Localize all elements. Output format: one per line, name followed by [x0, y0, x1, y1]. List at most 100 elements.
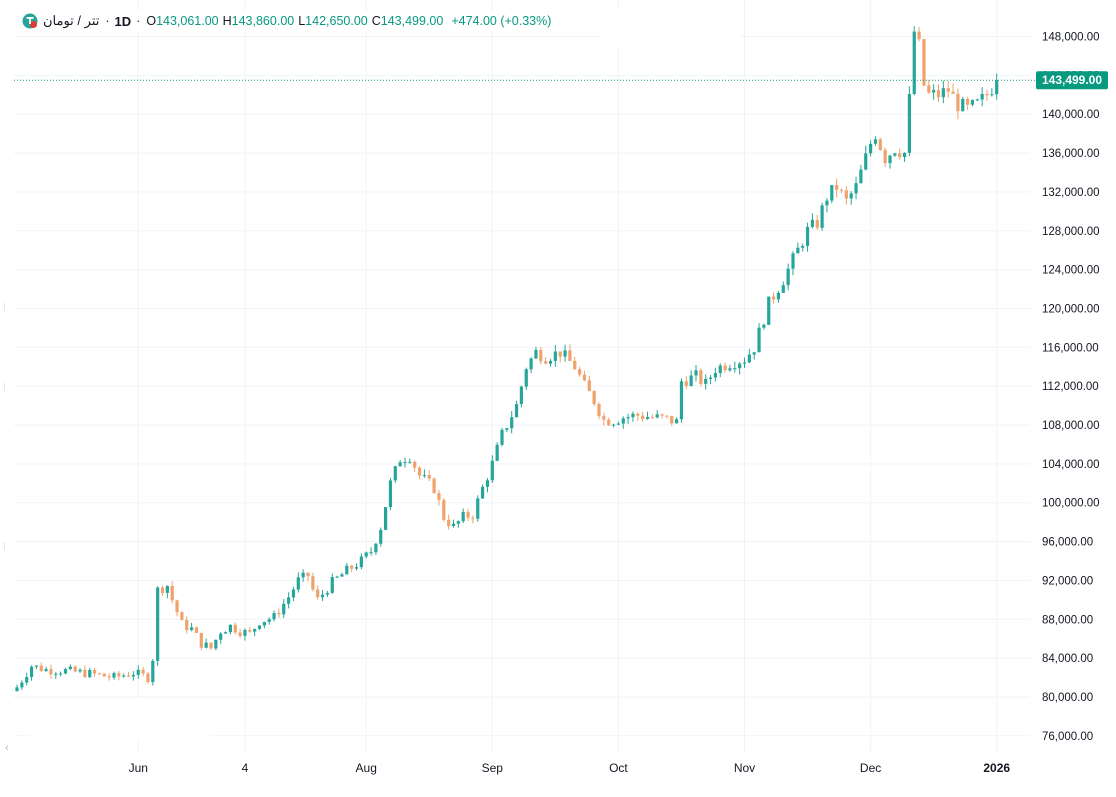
low-value: 142,650.00 [305, 14, 368, 28]
candle-body [219, 633, 223, 640]
candle-body [413, 461, 417, 468]
separator-dot: · [136, 14, 141, 28]
bottom-left-overlay-blank [30, 698, 210, 740]
candle-body [684, 381, 688, 387]
legend-extension-blank [600, 8, 740, 48]
candle-body [185, 620, 189, 631]
candle-body [49, 669, 53, 675]
left-edge-tick [4, 383, 5, 391]
price-tick-label: 116,000.00 [1042, 342, 1099, 354]
candle-body [490, 460, 494, 481]
candle-body [694, 370, 698, 376]
candle-body [917, 31, 921, 40]
candle-body [25, 677, 29, 683]
price-tick-label: 84,000.00 [1042, 653, 1093, 665]
price-tick-label: 132,000.00 [1042, 187, 1100, 199]
candle-body [902, 152, 907, 158]
candle-body [539, 349, 543, 362]
candle-body [505, 428, 509, 430]
candle-body [650, 417, 654, 419]
candle-body [131, 674, 135, 677]
candle-body [675, 419, 679, 424]
candle-body [156, 587, 160, 661]
candle-body [68, 666, 72, 670]
candle-body [723, 365, 727, 371]
candle-body [592, 391, 596, 404]
candle-body [330, 577, 334, 593]
candle-body [170, 585, 174, 601]
candle-body [631, 413, 635, 418]
candle-body [39, 665, 43, 672]
candle-body [893, 153, 897, 156]
candle-body [772, 296, 776, 300]
price-axis[interactable]: 76,000.00 80,000.00 84,000.00 88,000.00 92,0… [1042, 32, 1100, 743]
candle-body [126, 675, 131, 677]
price-tick-label: 108,000.00 [1042, 420, 1100, 432]
candle-body [359, 556, 363, 568]
candle-body [306, 572, 310, 577]
candle-body [767, 296, 771, 325]
scroll-left-chevron-icon[interactable]: ‹ [5, 742, 9, 754]
candle-body [873, 139, 878, 144]
candle-body [670, 415, 674, 424]
candle-body [228, 624, 232, 633]
candle-body [427, 475, 431, 479]
candle-body [510, 417, 514, 429]
candle-body [175, 600, 179, 613]
candle-body [500, 429, 504, 445]
candle-body [451, 523, 456, 527]
candle-body [607, 419, 611, 426]
candle-body [733, 368, 737, 370]
candle-body [447, 519, 451, 527]
timeframe-label[interactable]: 1D [114, 13, 132, 29]
candle-body [859, 169, 863, 184]
close-value: 143,499.00 [380, 14, 444, 28]
candle-body [616, 423, 620, 425]
candle-body [20, 682, 24, 688]
candle-body [350, 565, 354, 569]
symbol-name[interactable]: تتر / تومان [43, 13, 100, 28]
candle-body [238, 632, 242, 636]
candle-body [107, 676, 111, 678]
candle-body [839, 189, 844, 191]
time-axis[interactable]: Jun 4 Aug Sep Oct Nov Dec 2026 [129, 761, 1011, 775]
candle-body [471, 517, 475, 519]
candle-body [641, 415, 645, 420]
candle-body [277, 613, 281, 615]
candle-body [63, 669, 68, 674]
time-tick-label: Oct [609, 761, 628, 775]
symbol-legend[interactable]: تتر / تومان · 1D · O 143,061.00 H 143,860.… [22, 11, 558, 31]
candle-body [907, 94, 911, 153]
separator-dot: · [105, 14, 110, 28]
candle-body [568, 350, 572, 361]
candle-body [287, 597, 291, 604]
candle-body [78, 669, 82, 672]
candle-body [626, 417, 630, 419]
candle-body [936, 89, 941, 98]
candle-body [146, 673, 150, 683]
candle-body [180, 612, 184, 621]
candle-body [888, 155, 892, 164]
candle-body [602, 416, 606, 420]
candle-body [136, 669, 140, 675]
price-tick-label: 140,000.00 [1042, 109, 1100, 121]
low-label: L [298, 14, 306, 28]
candle-body [970, 100, 975, 105]
candle-body [558, 351, 562, 357]
candle-body [514, 404, 519, 418]
left-edge-tick [4, 542, 5, 550]
candle-body [141, 669, 145, 674]
candle-body [995, 80, 999, 95]
tether-logo-icon [22, 13, 38, 29]
candle-body [636, 413, 640, 416]
candle-body [655, 414, 659, 418]
candle-body [204, 642, 208, 648]
candle-body [747, 354, 751, 363]
candle-body [199, 632, 203, 648]
candle-body [815, 219, 819, 228]
price-tick-label: 124,000.00 [1042, 265, 1100, 277]
candle-body [762, 324, 766, 328]
candle-body [786, 268, 790, 286]
